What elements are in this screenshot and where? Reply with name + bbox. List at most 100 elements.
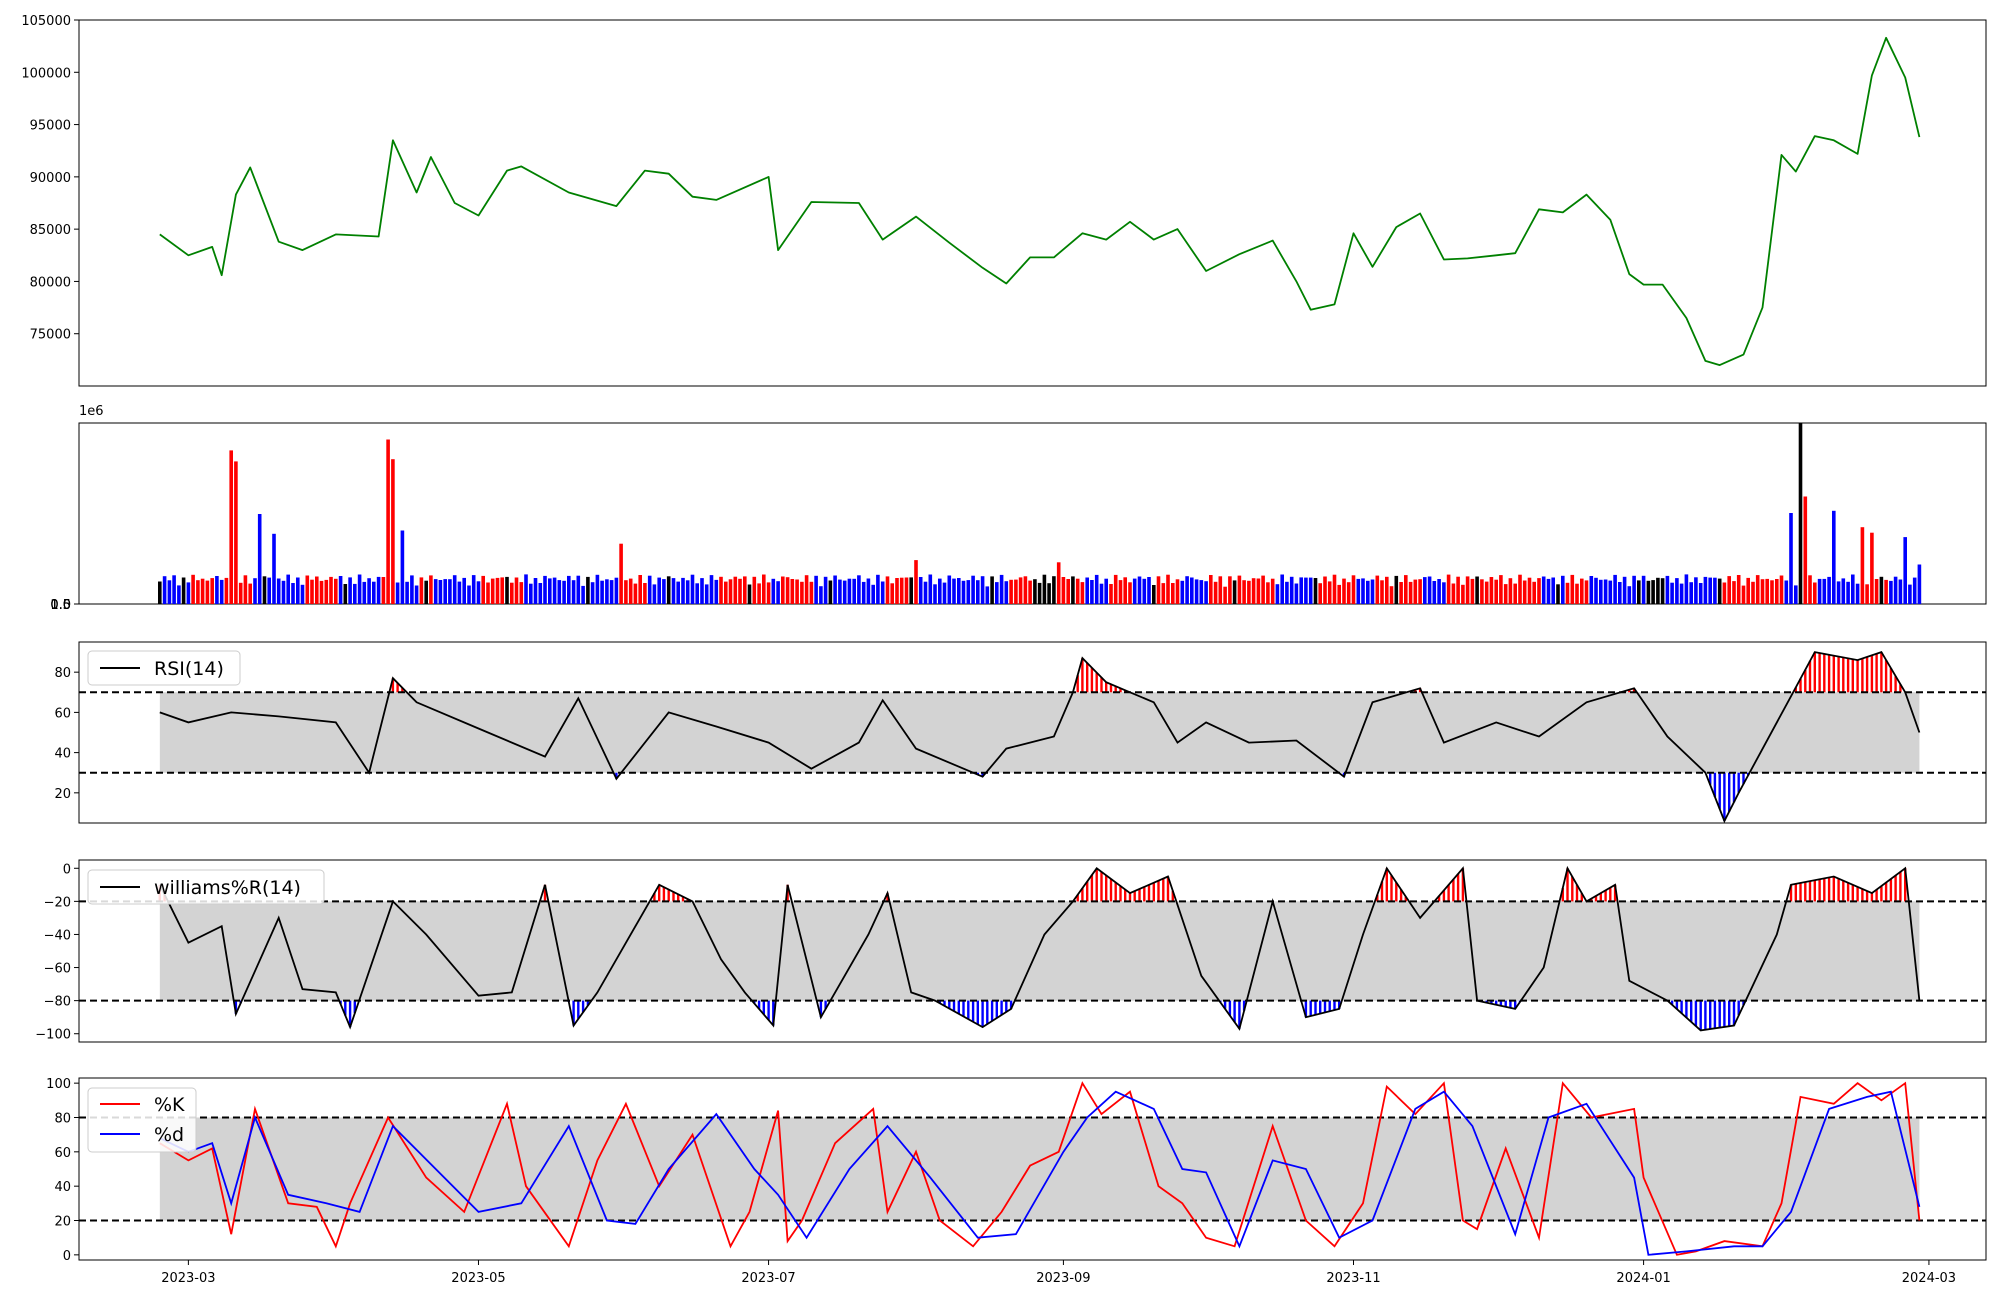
volume-bar: [1860, 527, 1865, 604]
volume-bar: [704, 584, 709, 604]
volume-bar: [938, 578, 942, 604]
volume-bar: [1575, 583, 1579, 604]
volume-bar: [947, 575, 952, 604]
volume-bar: [1917, 564, 1922, 604]
volume-bar: [1599, 579, 1603, 604]
volume-bar: [1556, 584, 1560, 604]
price-ytick-label: 90000: [30, 171, 71, 186]
volume-bar: [429, 575, 433, 604]
volume-bar: [1855, 583, 1860, 604]
volume-bar: [1646, 580, 1651, 604]
volume-bar: [733, 576, 738, 604]
volume-bar: [1094, 574, 1099, 604]
volume-bar: [1822, 578, 1827, 604]
volume-bar: [957, 578, 961, 604]
volume-bar: [724, 581, 728, 604]
volume-bar: [1679, 583, 1684, 604]
volume-bar: [1789, 513, 1793, 604]
volume-bar: [310, 579, 314, 604]
volume-bar: [1675, 578, 1679, 604]
volume-bar: [1499, 575, 1503, 604]
volume-bar: [181, 577, 186, 604]
stochastic-k-line: [159, 1081, 1921, 1256]
volume-bar: [966, 580, 971, 604]
volume-bar: [229, 450, 233, 604]
rsi-line: [159, 651, 1921, 824]
volume-bar: [576, 575, 581, 604]
volume-bar: [524, 574, 528, 604]
volume-bar: [1190, 577, 1194, 604]
volume-bar: [1627, 586, 1632, 604]
rsi-legend-label: RSI(14): [154, 658, 224, 680]
volume-bar: [1113, 574, 1118, 604]
volume-bar: [876, 574, 880, 604]
volume-bar: [1152, 585, 1156, 604]
volume-bar: [1770, 580, 1774, 604]
volume-bar: [942, 582, 947, 604]
volume-bar: [1570, 574, 1575, 604]
volume-bar: [1137, 576, 1142, 604]
volume-bar: [971, 575, 975, 604]
volume-bar: [1760, 579, 1765, 604]
williams-overbought-fill: [158, 868, 1907, 902]
volume-bar: [1261, 575, 1265, 604]
volume-bar: [1346, 582, 1351, 604]
volume-bar: [1660, 578, 1665, 604]
volume-bar: [567, 575, 571, 604]
volume-bar: [1408, 581, 1413, 604]
williams-ytick-label: −20: [44, 895, 71, 910]
volume-bar: [714, 579, 719, 604]
volume-bar: [1180, 580, 1185, 604]
volume-bar: [828, 580, 833, 604]
williams-ytick-label: −40: [44, 928, 71, 943]
volume-bar: [1056, 562, 1061, 604]
volume-bar: [852, 578, 856, 604]
volume-bar: [1827, 576, 1831, 604]
williams-legend: williams%R(14): [87, 869, 325, 905]
volume-bar: [1480, 579, 1484, 604]
volume-bar: [1908, 584, 1912, 604]
volume-bar: [1794, 585, 1798, 604]
volume-bar: [1432, 581, 1437, 604]
rsi-frame: [78, 641, 1987, 824]
volume-bar: [1513, 583, 1517, 604]
volume-bar: [1446, 574, 1451, 604]
volume-bar: [486, 582, 490, 604]
volume-bar: [557, 580, 562, 604]
volume-bar: [376, 576, 381, 604]
volume-bar: [833, 575, 837, 604]
volume-bar: [238, 582, 243, 604]
volume-bar: [1209, 575, 1213, 604]
volume-bar: [647, 575, 652, 604]
volume-bar: [1912, 577, 1917, 604]
volume-bar: [329, 576, 333, 604]
volume-bar: [1874, 579, 1879, 604]
volume-bar: [281, 580, 286, 604]
price-ytick-label: 105000: [21, 14, 71, 29]
volume-bar: [267, 577, 271, 604]
volume-bar: [757, 583, 761, 604]
volume-bar: [1522, 580, 1527, 604]
volume-bar: [823, 576, 828, 604]
volume-bar: [1109, 584, 1113, 604]
volume-bar: [1465, 576, 1470, 604]
volume-bar: [1532, 581, 1536, 604]
volume-bar: [1128, 582, 1132, 604]
volume-bar: [1389, 586, 1394, 604]
volume-bar: [1237, 575, 1242, 604]
volume-bar: [985, 586, 990, 604]
volume-bar: [262, 576, 267, 604]
volume-bar: [1294, 583, 1299, 604]
volume-bar: [1037, 582, 1042, 604]
volume-bar: [210, 578, 214, 604]
volume-bar: [1808, 575, 1812, 604]
volume-bar: [719, 576, 723, 604]
volume-bar: [1684, 574, 1689, 604]
volume-bar: [1765, 578, 1769, 604]
volume-bar: [1451, 583, 1456, 604]
volume-bar: [1251, 578, 1256, 604]
volume-bar: [1656, 577, 1660, 604]
williams-legend-label: williams%R(14): [154, 877, 301, 899]
volume-bar: [1399, 582, 1403, 604]
volume-bar: [538, 583, 543, 604]
